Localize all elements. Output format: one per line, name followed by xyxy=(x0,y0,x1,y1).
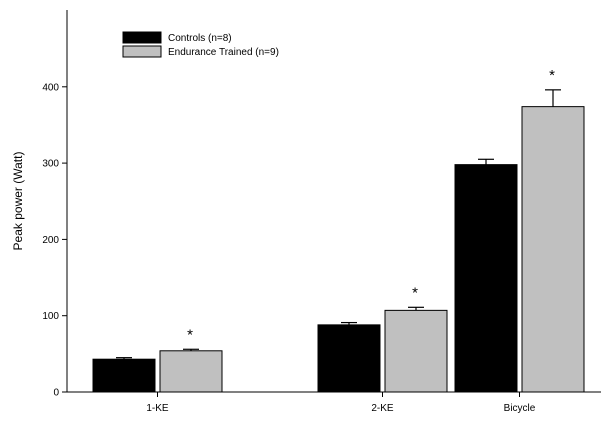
significance-asterisk: * xyxy=(412,284,418,301)
x-axis-ticks: 1-KE 2-KE Bicycle xyxy=(146,392,536,414)
y-tick-label: 200 xyxy=(42,235,59,246)
bar-bicycle-series-1 xyxy=(454,164,518,393)
x-tick-label: 1-KE xyxy=(146,403,169,414)
y-axis-ticks: 0 100 200 300 400 xyxy=(42,82,67,399)
y-axis-label: Peak power (Watt) xyxy=(11,152,25,251)
y-tick-label: 100 xyxy=(42,311,59,322)
significance-markers: * * * xyxy=(187,67,555,343)
bar-group xyxy=(92,106,585,393)
significance-asterisk: * xyxy=(549,67,555,84)
legend: Controls (n=8) Endurance Trained (n=9) xyxy=(122,31,279,58)
significance-asterisk: * xyxy=(187,326,193,343)
y-tick-label: 0 xyxy=(53,388,59,399)
bar-1-ke-series-2 xyxy=(159,350,223,393)
legend-swatch-1 xyxy=(122,31,162,44)
bar-bicycle-series-2 xyxy=(521,106,585,393)
legend-label-1: Controls (n=8) xyxy=(168,33,232,44)
legend-swatch-2 xyxy=(122,45,162,58)
x-tick-label: Bicycle xyxy=(504,403,536,414)
y-tick-label: 400 xyxy=(42,82,59,93)
y-tick-label: 300 xyxy=(42,159,59,170)
bar-2-ke-series-1 xyxy=(317,324,381,393)
plot-area: 0 100 200 300 400 1-KE 2-KE Bicycle * * * xyxy=(42,10,601,414)
error-bars xyxy=(116,89,561,360)
bar-1-ke-series-1 xyxy=(92,358,156,393)
x-tick-label: 2-KE xyxy=(371,403,394,414)
legend-label-2: Endurance Trained (n=9) xyxy=(168,47,279,58)
bar-2-ke-series-2 xyxy=(384,309,448,393)
